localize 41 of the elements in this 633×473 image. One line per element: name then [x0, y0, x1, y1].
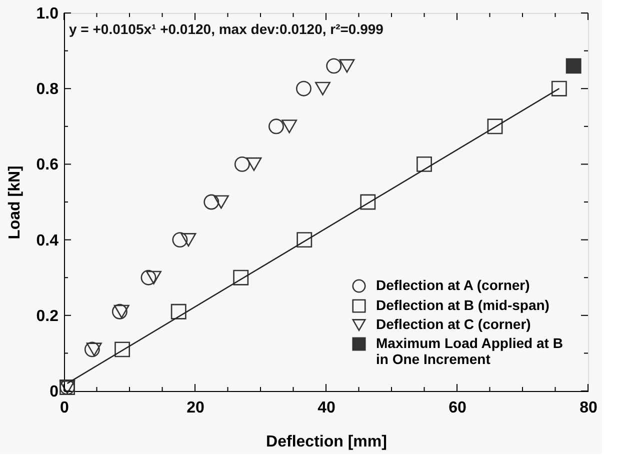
- point: [360, 194, 376, 210]
- point: [296, 232, 312, 248]
- y-tick-label: 0.4: [36, 232, 59, 250]
- point: [551, 80, 567, 96]
- legend-label: Deflection at A (corner): [376, 277, 530, 293]
- legend-label: Deflection at B (mid-span): [376, 297, 550, 313]
- point: [282, 120, 298, 134]
- point: [172, 232, 188, 248]
- point: [114, 342, 130, 358]
- point: [268, 118, 284, 134]
- x-axis-title: Deflection [mm]: [266, 434, 387, 450]
- x-tick-label: 40: [318, 400, 336, 416]
- point: [339, 59, 355, 73]
- y-axis-title: Load [kN]: [6, 166, 24, 240]
- x-tick-label: 20: [186, 400, 204, 416]
- x-tick-label: 0: [60, 400, 70, 416]
- point: [296, 80, 312, 96]
- point: [204, 194, 220, 210]
- point: [315, 82, 330, 96]
- point: [234, 156, 250, 172]
- y-tick-label: 0.2: [36, 308, 59, 325]
- point: [566, 58, 582, 74]
- x-tick-label: 80: [580, 400, 598, 416]
- legend-label: Deflection at C (corner): [376, 316, 531, 332]
- point: [233, 270, 249, 286]
- point: [170, 304, 186, 320]
- y-tick-label: 1.0: [36, 6, 59, 22]
- point: [416, 156, 432, 172]
- y-tick-label: 0: [50, 384, 59, 400]
- point: [146, 270, 162, 284]
- point: [180, 233, 196, 247]
- point: [140, 270, 156, 286]
- y-tick-label: 0.6: [36, 156, 59, 174]
- point: [246, 157, 262, 171]
- point: [326, 58, 342, 74]
- point: [487, 118, 503, 134]
- legend-label: Maximum Load Applied at B in One Increment: [376, 335, 563, 367]
- point: [213, 195, 229, 209]
- x-tick-label: 60: [448, 400, 466, 416]
- annotation: y = +0.0105x¹ +0.0120, max dev:0.0120, r²=0.999: [69, 21, 384, 37]
- y-tick-label: 0.8: [36, 81, 59, 98]
